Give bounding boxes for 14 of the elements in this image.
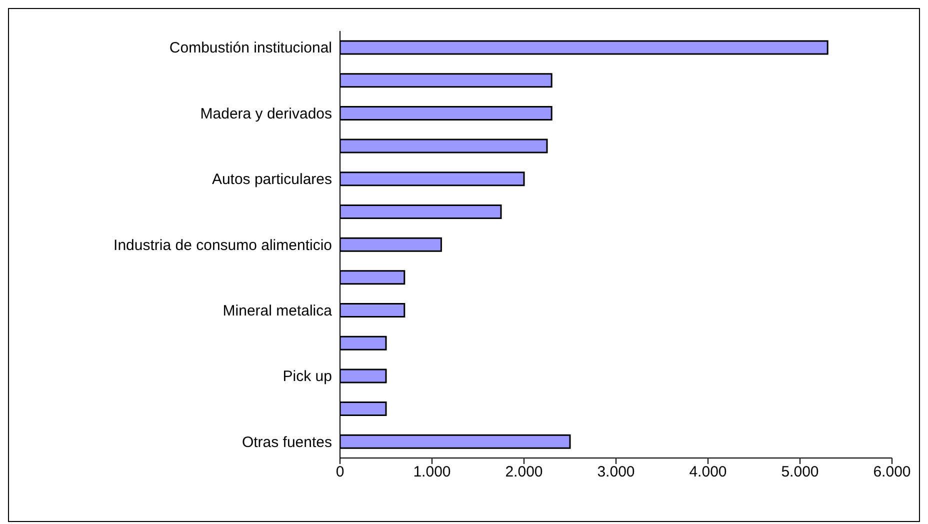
x-tick-label: 5.000	[781, 464, 819, 481]
y-tick-label: Pick up	[282, 368, 332, 386]
x-tick-label: 4.000	[689, 464, 727, 481]
x-tick-label: 3.000	[597, 464, 635, 481]
x-tick-label: 0	[336, 464, 344, 481]
y-tick-label: Mineral metalica	[222, 302, 333, 320]
y-tick-label: Industria de consumo alimenticio	[114, 236, 332, 254]
y-tick-label: Otras fuentes	[242, 434, 332, 451]
x-tick-label: 2.000	[505, 464, 543, 481]
x-tick-label: 1.000	[413, 464, 451, 481]
y-tick-label: Autos particulares	[212, 171, 332, 188]
x-tick-label: 6.000	[873, 464, 911, 481]
y-tick-label: Combustión institucional	[169, 40, 332, 57]
y-tick-label: Madera y derivados	[200, 105, 332, 122]
